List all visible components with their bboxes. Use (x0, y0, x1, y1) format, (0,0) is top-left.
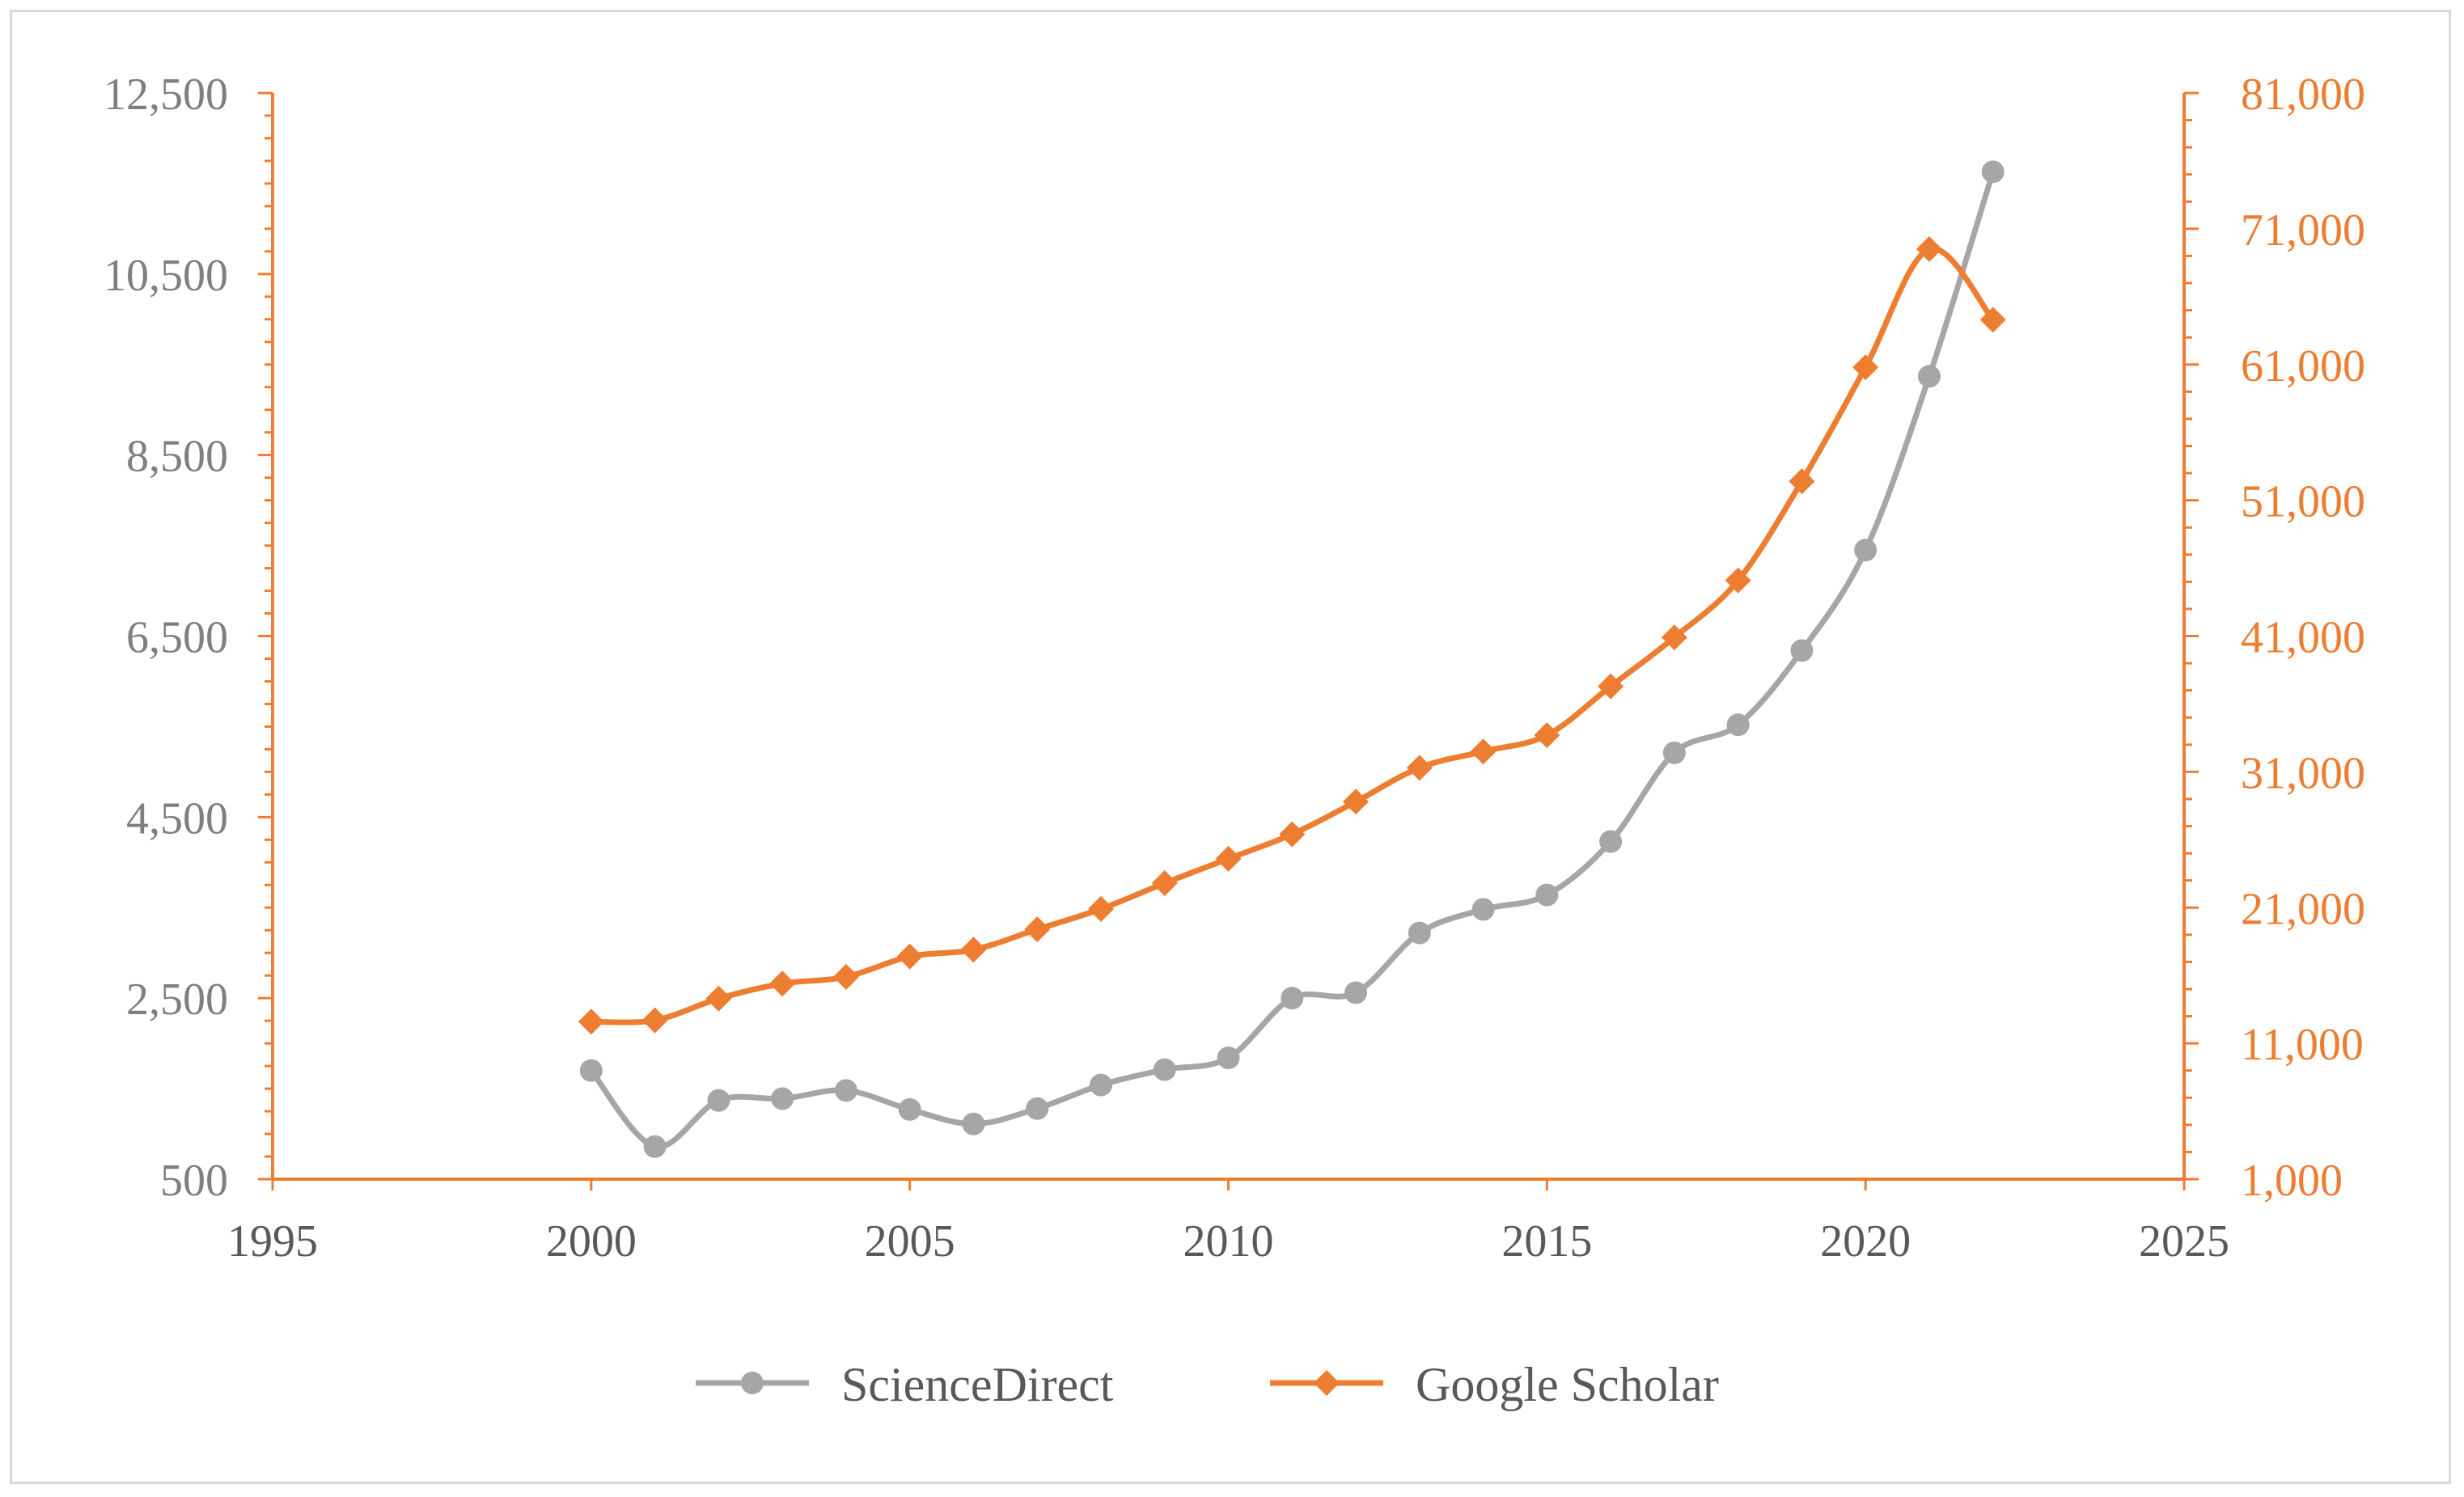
data-point-sciencedirect (962, 1112, 985, 1135)
data-point-google-scholar (1534, 722, 1560, 749)
data-point-sciencedirect (1917, 365, 1941, 388)
data-point-google-scholar (1279, 821, 1306, 848)
left-axis-tick-label: 4,500 (126, 793, 228, 844)
data-point-google-scholar (1406, 755, 1433, 781)
data-point-sciencedirect (1153, 1058, 1176, 1081)
right-axis-tick-label: 11,000 (2241, 1020, 2364, 1070)
x-axis-tick-label: 2015 (1501, 1216, 1592, 1267)
data-point-google-scholar (1661, 624, 1687, 651)
data-point-google-scholar (832, 963, 859, 990)
data-point-sciencedirect (1026, 1097, 1049, 1120)
x-axis-tick-label: 2000 (546, 1216, 637, 1267)
data-point-sciencedirect (1217, 1047, 1240, 1070)
x-axis-tick-label: 1995 (227, 1216, 318, 1267)
data-point-google-scholar (705, 985, 732, 1012)
right-axis-tick-label: 41,000 (2241, 613, 2365, 663)
series-line-google-scholar (588, 245, 1996, 1025)
right-axis-tick-label: 21,000 (2241, 884, 2365, 934)
legend-item-sciencedirect: ScienceDirect (696, 1358, 1114, 1411)
data-point-sciencedirect (1344, 981, 1368, 1004)
data-point-sciencedirect (1726, 713, 1750, 737)
data-point-google-scholar (1215, 845, 1242, 872)
data-point-sciencedirect (1599, 830, 1623, 853)
legend-item-google-scholar: Google Scholar (1270, 1358, 1719, 1411)
data-point-sciencedirect (1662, 741, 1686, 764)
data-point-google-scholar (1916, 236, 1942, 263)
axes-group: 500 2,500 4,500 6,500 8,500 10,500 12,500 1,000… (104, 70, 2365, 1267)
data-point-google-scholar (1087, 895, 1114, 922)
legend-marker-google-scholar (1314, 1370, 1340, 1396)
data-point-sciencedirect (898, 1097, 921, 1121)
left-axis-tick-label: 2,500 (126, 975, 228, 1025)
legend: ScienceDirect Google Scholar (696, 1358, 1719, 1411)
legend-marker-sciencedirect (741, 1372, 764, 1394)
x-axis-tick-label: 2025 (2139, 1216, 2229, 1267)
legend-label-sciencedirect: ScienceDirect (841, 1358, 1114, 1411)
data-point-sciencedirect (1281, 987, 1304, 1010)
left-axis-tick-label: 10,500 (104, 251, 228, 301)
data-point-google-scholar (960, 937, 987, 963)
left-axis-tick-label: 500 (160, 1156, 228, 1206)
data-point-google-scholar (769, 971, 796, 997)
data-point-sciencedirect (1089, 1073, 1112, 1097)
x-axis-tick-label: 2005 (865, 1216, 955, 1267)
data-point-sciencedirect (1854, 539, 1878, 562)
data-point-google-scholar (578, 1009, 604, 1035)
data-point-google-scholar (1852, 354, 1879, 381)
right-axis-tick-label: 31,000 (2241, 748, 2365, 798)
left-axis-tick-label: 8,500 (126, 432, 228, 482)
series-google-scholar (578, 236, 2006, 1035)
data-point-sciencedirect (1981, 160, 2005, 184)
data-point-sciencedirect (643, 1135, 667, 1158)
right-axis-tick-label: 81,000 (2241, 70, 2365, 120)
data-point-sciencedirect (707, 1089, 730, 1112)
data-point-google-scholar (896, 943, 923, 970)
data-point-google-scholar (1024, 916, 1051, 943)
legend-label-google-scholar: Google Scholar (1416, 1358, 1719, 1411)
data-point-sciencedirect (1790, 639, 1814, 662)
data-point-google-scholar (1598, 673, 1624, 700)
data-point-google-scholar (641, 1007, 668, 1034)
data-point-google-scholar (1789, 468, 1815, 495)
data-point-sciencedirect (1471, 898, 1495, 921)
data-point-sciencedirect (834, 1079, 857, 1102)
x-axis-tick-label: 2010 (1183, 1216, 1274, 1267)
data-point-google-scholar (1343, 789, 1370, 815)
data-point-sciencedirect (579, 1059, 603, 1082)
right-axis-tick-label: 71,000 (2241, 205, 2365, 256)
right-axis-tick-label: 1,000 (2241, 1156, 2343, 1206)
data-point-sciencedirect (1535, 883, 1559, 907)
data-point-sciencedirect (771, 1087, 794, 1110)
chart-frame (10, 10, 2451, 1484)
data-point-google-scholar (1151, 870, 1178, 897)
data-point-google-scholar (1470, 738, 1497, 765)
left-axis-tick-label: 6,500 (126, 613, 228, 663)
data-point-google-scholar (1725, 567, 1751, 594)
data-point-sciencedirect (1408, 921, 1431, 945)
right-axis-tick-label: 51,000 (2241, 477, 2365, 527)
x-axis-tick-label: 2020 (1820, 1216, 1911, 1267)
left-axis-tick-label: 12,500 (104, 70, 228, 120)
right-axis-tick-label: 61,000 (2241, 341, 2365, 391)
data-point-google-scholar (1979, 307, 2006, 333)
series-layer (578, 160, 2006, 1158)
series-sciencedirect (579, 160, 2005, 1158)
